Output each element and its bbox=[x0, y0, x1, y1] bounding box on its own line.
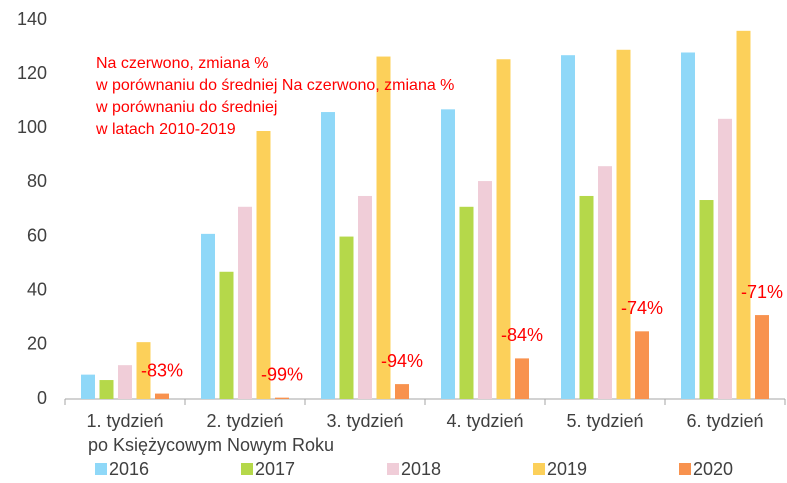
change-label: -74% bbox=[621, 298, 663, 318]
bar bbox=[515, 358, 529, 399]
bar bbox=[441, 109, 455, 399]
bar bbox=[219, 271, 234, 399]
legend-swatch bbox=[387, 463, 399, 475]
bar bbox=[238, 206, 252, 399]
x-tick-label: 1. tydzień bbox=[86, 411, 163, 431]
legend-label: 2016 bbox=[109, 459, 149, 479]
bar bbox=[681, 52, 695, 399]
legend-label: 2020 bbox=[693, 459, 733, 479]
bar bbox=[376, 56, 391, 400]
legend-label: 2017 bbox=[255, 459, 295, 479]
y-tick-label: 120 bbox=[17, 63, 47, 83]
legend-label: 2019 bbox=[547, 459, 587, 479]
x-tick-label: 6. tydzień bbox=[686, 411, 763, 431]
bar bbox=[395, 384, 409, 399]
change-label: -71% bbox=[741, 282, 783, 302]
bar bbox=[635, 331, 649, 399]
legend-swatch bbox=[241, 463, 253, 475]
x-tick-label: 4. tydzień bbox=[446, 411, 523, 431]
bar bbox=[118, 365, 132, 399]
bar bbox=[598, 166, 612, 399]
bar bbox=[579, 195, 594, 399]
bar bbox=[358, 195, 372, 399]
bar bbox=[256, 130, 271, 399]
bar bbox=[616, 49, 631, 400]
legend-label: 2018 bbox=[401, 459, 441, 479]
y-tick-label: 40 bbox=[27, 279, 47, 299]
y-tick-label: 100 bbox=[17, 117, 47, 137]
bar bbox=[275, 397, 289, 399]
bar bbox=[81, 374, 95, 399]
bar bbox=[136, 342, 151, 399]
change-label: -84% bbox=[501, 325, 543, 345]
y-tick-label: 60 bbox=[27, 225, 47, 245]
bar bbox=[99, 380, 114, 399]
bar bbox=[699, 200, 714, 399]
y-tick-label: 140 bbox=[17, 9, 47, 29]
y-tick-label: 0 bbox=[37, 388, 47, 408]
bar bbox=[155, 393, 169, 399]
change-label: -94% bbox=[381, 351, 423, 371]
legend-swatch bbox=[679, 463, 691, 475]
x-tick-label: 3. tydzień bbox=[326, 411, 403, 431]
note: w latach 2010-2019 bbox=[95, 121, 236, 138]
change-label: -83% bbox=[141, 360, 183, 380]
legend-swatch bbox=[95, 463, 107, 475]
bar bbox=[478, 181, 492, 399]
bar bbox=[201, 233, 215, 399]
bar bbox=[755, 315, 769, 399]
note: w porównaniu do średniej Na czerwono, zm… bbox=[95, 77, 454, 94]
bar bbox=[736, 30, 751, 399]
bar bbox=[321, 112, 335, 400]
bar bbox=[718, 118, 732, 399]
bar bbox=[339, 236, 354, 399]
x-axis-label: po Księżycowym Nowym Roku bbox=[88, 435, 334, 455]
x-tick-label: 5. tydzień bbox=[566, 411, 643, 431]
note: w porównaniu do średniej bbox=[95, 99, 277, 116]
bar bbox=[496, 59, 511, 399]
change-label: -99% bbox=[261, 364, 303, 384]
y-tick-label: 20 bbox=[27, 334, 47, 354]
y-tick-label: 80 bbox=[27, 171, 47, 191]
bar bbox=[459, 206, 474, 399]
x-tick-label: 2. tydzień bbox=[206, 411, 283, 431]
note: Na czerwono, zmiana % bbox=[96, 55, 269, 72]
legend-swatch bbox=[533, 463, 545, 475]
bar bbox=[561, 55, 575, 399]
